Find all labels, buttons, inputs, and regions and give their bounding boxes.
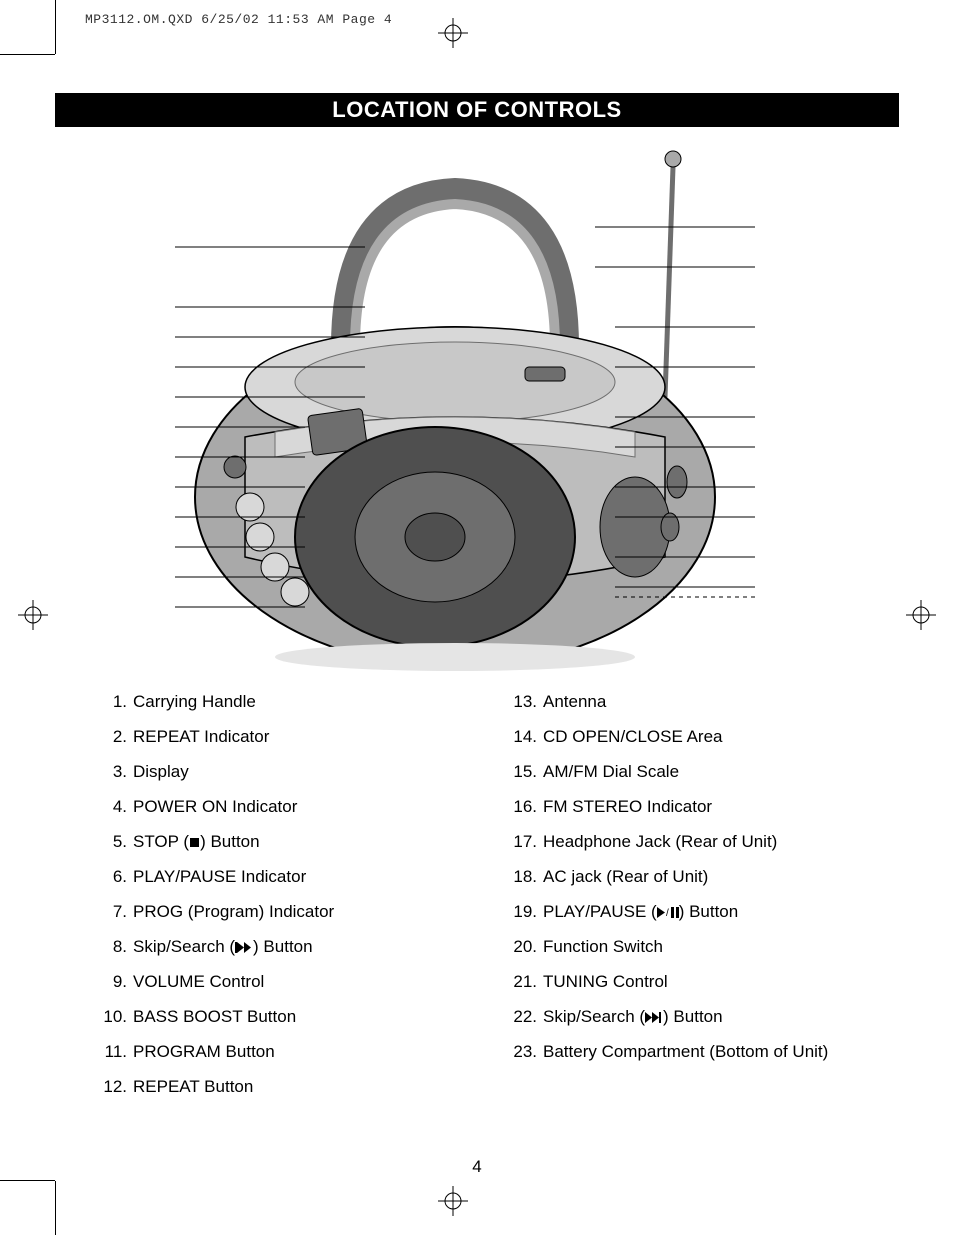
item-label: Carrying Handle xyxy=(133,692,465,712)
document-meta: MP3112.OM.QXD 6/25/02 11:53 AM Page 4 xyxy=(85,12,392,27)
item-number: 11. xyxy=(95,1042,127,1062)
item-label: Battery Compartment (Bottom of Unit) xyxy=(543,1042,875,1062)
item-label: REPEAT Button xyxy=(133,1077,465,1097)
item-label: CD OPEN/CLOSE Area xyxy=(543,727,875,747)
controls-list: 1. Carrying Handle 2. REPEAT Indicator 3. Dis… xyxy=(95,692,875,1112)
crop-mark-h xyxy=(0,1180,55,1181)
item-label: VOLUME Control xyxy=(133,972,465,992)
item-label: PLAY/PAUSE (/) Button xyxy=(543,902,875,922)
list-item: 23. Battery Compartment (Bottom of Unit) xyxy=(505,1042,875,1062)
list-item: 12. REPEAT Button xyxy=(95,1077,465,1097)
registration-mark-icon xyxy=(438,18,468,48)
list-item: 15. AM/FM Dial Scale xyxy=(505,762,875,782)
item-label: AC jack (Rear of Unit) xyxy=(543,867,875,887)
item-label: Skip/Search () Button xyxy=(543,1007,875,1027)
item-label: PROG (Program) Indicator xyxy=(133,902,465,922)
list-item: 6. PLAY/PAUSE Indicator xyxy=(95,867,465,887)
list-item: 14. CD OPEN/CLOSE Area xyxy=(505,727,875,747)
item-label: TUNING Control xyxy=(543,972,875,992)
page-number: 4 xyxy=(0,1157,954,1177)
item-number: 23. xyxy=(505,1042,537,1062)
list-item: 18. AC jack (Rear of Unit) xyxy=(505,867,875,887)
list-item: 16. FM STEREO Indicator xyxy=(505,797,875,817)
svg-text:/: / xyxy=(666,908,669,918)
controls-left-column: 1. Carrying Handle 2. REPEAT Indicator 3. Dis… xyxy=(95,692,465,1112)
device-diagram xyxy=(55,137,899,677)
item-number: 5. xyxy=(95,832,127,852)
list-item: 9. VOLUME Control xyxy=(95,972,465,992)
list-item: 4. POWER ON Indicator xyxy=(95,797,465,817)
item-label: Antenna xyxy=(543,692,875,712)
item-number: 13. xyxy=(505,692,537,712)
item-number: 10. xyxy=(95,1007,127,1027)
item-number: 9. xyxy=(95,972,127,992)
item-label: Skip/Search () Button xyxy=(133,937,465,957)
item-number: 4. xyxy=(95,797,127,817)
item-label: BASS BOOST Button xyxy=(133,1007,465,1027)
list-item: 8. Skip/Search () Button xyxy=(95,937,465,957)
list-item: 1. Carrying Handle xyxy=(95,692,465,712)
item-label: POWER ON Indicator xyxy=(133,797,465,817)
crop-mark-v xyxy=(55,0,56,54)
item-number: 14. xyxy=(505,727,537,747)
item-number: 22. xyxy=(505,1007,537,1027)
controls-right-column: 13. Antenna 14. CD OPEN/CLOSE Area 15. AM/FM … xyxy=(505,692,875,1112)
item-label: Function Switch xyxy=(543,937,875,957)
item-number: 16. xyxy=(505,797,537,817)
item-number: 15. xyxy=(505,762,537,782)
registration-mark-icon xyxy=(18,600,48,630)
item-label: Display xyxy=(133,762,465,782)
crop-mark-v xyxy=(55,1181,56,1235)
item-label: FM STEREO Indicator xyxy=(543,797,875,817)
item-label: PLAY/PAUSE Indicator xyxy=(133,867,465,887)
item-number: 19. xyxy=(505,902,537,922)
list-item: 7. PROG (Program) Indicator xyxy=(95,902,465,922)
item-number: 21. xyxy=(505,972,537,992)
list-item: 17. Headphone Jack (Rear of Unit) xyxy=(505,832,875,852)
item-number: 7. xyxy=(95,902,127,922)
list-item: 3. Display xyxy=(95,762,465,782)
list-item: 13. Antenna xyxy=(505,692,875,712)
list-item: 10. BASS BOOST Button xyxy=(95,1007,465,1027)
item-label: REPEAT Indicator xyxy=(133,727,465,747)
list-item: 11. PROGRAM Button xyxy=(95,1042,465,1062)
registration-mark-icon xyxy=(906,600,936,630)
item-number: 18. xyxy=(505,867,537,887)
item-number: 17. xyxy=(505,832,537,852)
item-number: 3. xyxy=(95,762,127,782)
list-item: 2. REPEAT Indicator xyxy=(95,727,465,747)
item-label: PROGRAM Button xyxy=(133,1042,465,1062)
item-number: 1. xyxy=(95,692,127,712)
list-item: 20. Function Switch xyxy=(505,937,875,957)
item-label: Headphone Jack (Rear of Unit) xyxy=(543,832,875,852)
item-number: 6. xyxy=(95,867,127,887)
page-title: LOCATION OF CONTROLS xyxy=(55,93,899,127)
item-number: 8. xyxy=(95,937,127,957)
item-number: 2. xyxy=(95,727,127,747)
item-label: STOP () Button xyxy=(133,832,465,852)
item-number: 20. xyxy=(505,937,537,957)
item-number: 12. xyxy=(95,1077,127,1097)
list-item: 22. Skip/Search () Button xyxy=(505,1007,875,1027)
item-label: AM/FM Dial Scale xyxy=(543,762,875,782)
list-item: 19. PLAY/PAUSE (/) Button xyxy=(505,902,875,922)
registration-mark-icon xyxy=(438,1186,468,1216)
list-item: 5. STOP () Button xyxy=(95,832,465,852)
crop-mark-h xyxy=(0,54,55,55)
list-item: 21. TUNING Control xyxy=(505,972,875,992)
